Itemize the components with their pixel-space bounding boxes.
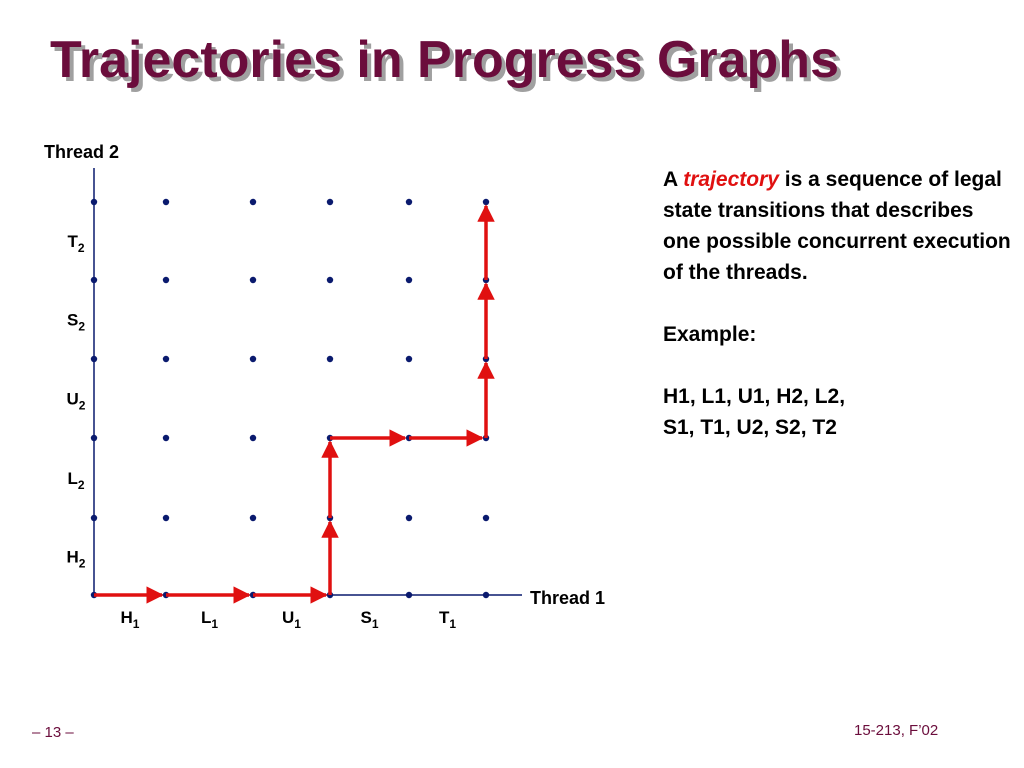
grid-dot — [90, 434, 98, 442]
grid-dot — [405, 591, 413, 599]
y-step-labels: H2 L2 U2 S2 T2 — [67, 232, 86, 571]
y-step-label: L2 — [67, 469, 84, 492]
grid-dot — [482, 591, 490, 599]
axes — [93, 168, 522, 596]
grid-dot — [162, 276, 170, 284]
example-line-1: H1, L1, U1, H2, L2, — [663, 385, 846, 408]
grid-dot — [90, 355, 98, 363]
x-step-labels: H1 L1 U1 S1 T1 — [121, 608, 457, 631]
grid-dot — [249, 276, 257, 284]
grid-dot — [405, 276, 413, 284]
trajectory-term: trajectory — [683, 168, 779, 191]
grid-dot — [162, 355, 170, 363]
grid-dot — [326, 355, 334, 363]
y-step-label: U2 — [67, 390, 86, 413]
page-number: – 13 – — [32, 724, 74, 741]
y-step-label: H2 — [67, 548, 86, 571]
y-step-label: S2 — [67, 311, 85, 334]
grid-dot — [90, 198, 98, 206]
course-label: 15-213, F’02 — [854, 722, 939, 739]
y-axis-title: Thread 2 — [44, 142, 119, 162]
x-step-label: U1 — [282, 608, 301, 631]
x-step-label: S1 — [360, 608, 378, 631]
grid-dot — [405, 514, 413, 522]
x-step-label: L1 — [201, 608, 218, 631]
grid-dot — [249, 198, 257, 206]
definition-lead: A — [663, 168, 678, 191]
grid-dot — [326, 198, 334, 206]
grid-dot — [162, 434, 170, 442]
y-step-label: T2 — [67, 232, 84, 255]
trajectory-path — [94, 204, 495, 604]
x-axis-title: Thread 1 — [530, 588, 605, 608]
grid-dot — [405, 198, 413, 206]
grid-dot — [405, 355, 413, 363]
slide-title: Trajectories in Progress Graphs — [50, 31, 839, 89]
grid-dot — [482, 514, 490, 522]
definition-paragraph: A trajectory is a sequence of legal stat… — [663, 164, 1013, 288]
grid-dot — [249, 514, 257, 522]
trajectory-description: A trajectory is a sequence of legal stat… — [663, 164, 1013, 443]
x-step-label: H1 — [121, 608, 140, 631]
example-line-2: S1, T1, U2, S2, T2 — [663, 416, 837, 439]
grid-dot — [90, 276, 98, 284]
grid-dot — [249, 355, 257, 363]
definition-text: is a sequence of legal state transitions… — [663, 168, 1011, 284]
example-label: Example: — [663, 323, 757, 346]
grid-dot — [90, 514, 98, 522]
grid-dot — [162, 514, 170, 522]
x-step-label: T1 — [439, 608, 456, 631]
grid-dot — [482, 198, 490, 206]
grid-dots — [90, 198, 490, 599]
grid-dot — [162, 198, 170, 206]
grid-dot — [249, 434, 257, 442]
grid-dot — [326, 276, 334, 284]
